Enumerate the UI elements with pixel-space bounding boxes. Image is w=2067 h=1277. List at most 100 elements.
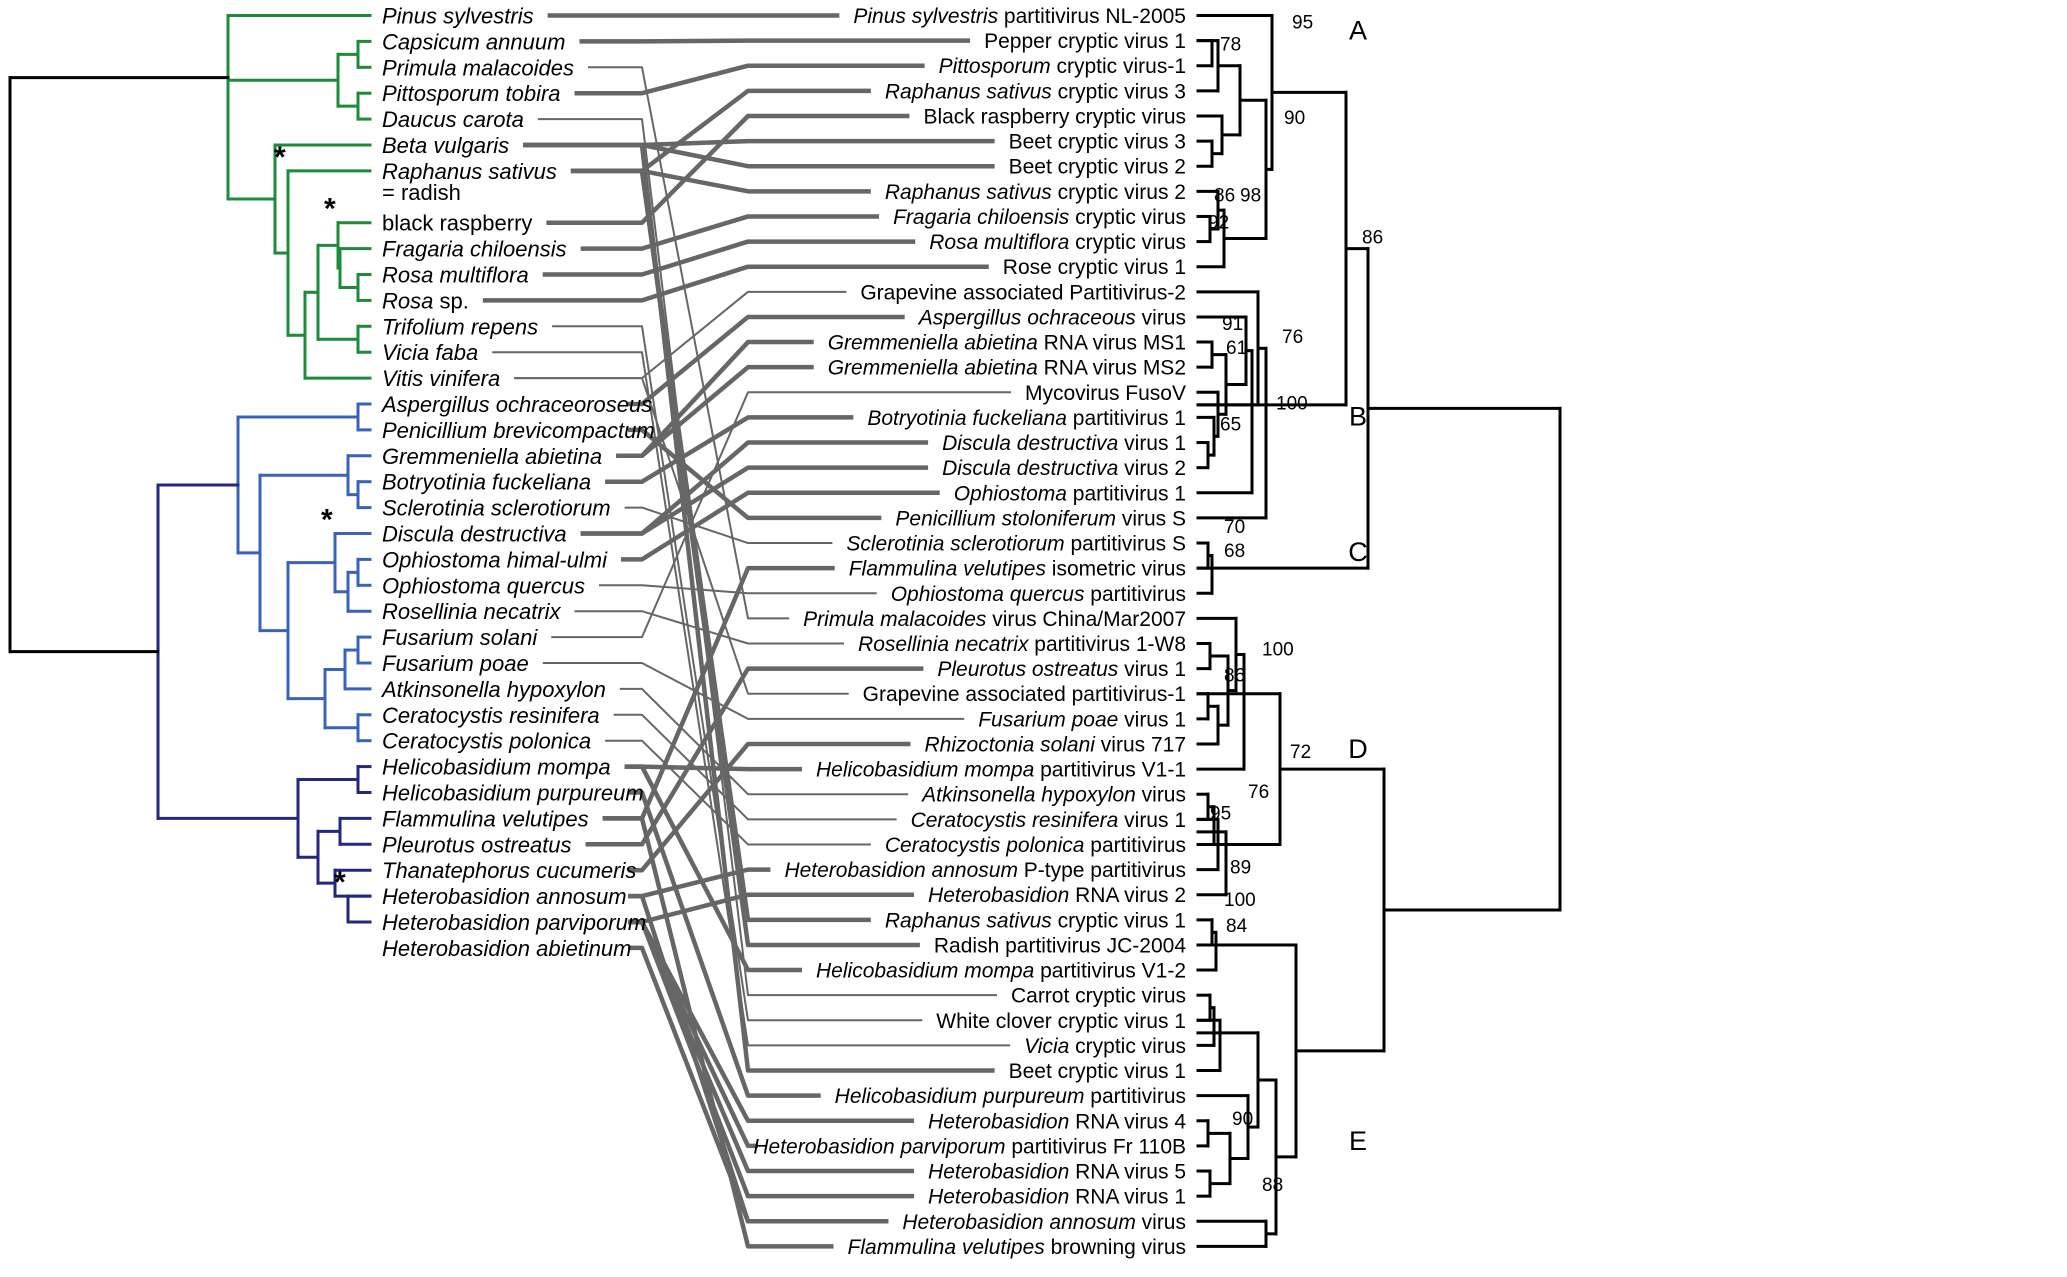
virus-label-part: Discula destructiva <box>942 457 1118 480</box>
support-value: 100 <box>1262 640 1294 661</box>
virus-label: Raphanus sativus cryptic virus 2 <box>885 181 1186 204</box>
support-value: 76 <box>1248 782 1269 803</box>
host-virus-link <box>574 63 925 96</box>
host-label-part: Ophiostoma quercus <box>382 573 585 598</box>
virus-label-part: virus <box>1136 784 1186 807</box>
virus-label-part: Mycovirus FusoV <box>1025 382 1186 405</box>
virus-label-part: Heterobasidion parviporum <box>753 1135 1005 1158</box>
host-label-part: Rosa <box>382 288 433 313</box>
host-label: Rosa sp. <box>382 288 469 313</box>
virus-label: White clover cryptic virus 1 <box>936 1010 1186 1033</box>
host-label: Atkinsonella hypoxylon <box>380 677 606 702</box>
virus-label: Pleurotus ostreatus virus 1 <box>937 658 1186 681</box>
host-label: Helicobasidium purpureum <box>382 781 644 806</box>
virus-label-part: Pleurotus ostreatus <box>937 658 1118 681</box>
host-label: Heterobasidion annosum <box>382 884 627 909</box>
virus-label-part: partitivirus Fr 110B <box>1006 1135 1187 1158</box>
support-value: 100 <box>1224 890 1256 911</box>
host-label-part: Helicobasidium purpureum <box>382 781 644 806</box>
host-label: Ceratocystis polonica <box>382 729 591 754</box>
virus-label-part: Heterobasidion <box>928 1186 1069 1209</box>
host-virus-link <box>628 427 882 521</box>
support-value: 65 <box>1220 415 1241 436</box>
host-label: Rosellinia necatrix <box>382 599 562 624</box>
virus-label-part: Ceratocystis resinifera <box>911 809 1119 832</box>
virus-label-part: Beet cryptic virus 3 <box>1009 131 1186 154</box>
host-label: Penicillium brevicompactum <box>382 418 655 443</box>
virus-label-part: Flammulina velutipes <box>848 1236 1046 1259</box>
host-label: Vitis vinifera <box>382 366 500 391</box>
virus-label-part: Ophiostoma quercus <box>891 583 1085 606</box>
host-label-part: Daucus carota <box>382 107 524 132</box>
virus-label-part: Rose cryptic virus 1 <box>1003 256 1186 279</box>
host-label-part: Capsicum annuum <box>382 29 565 54</box>
virus-label-part: Rosa multiflora <box>929 231 1069 254</box>
virus-label: Ophiostoma quercus partitivirus <box>891 583 1186 606</box>
host-virus-link <box>605 739 871 846</box>
virus-label-part: Helicobasidium mompa <box>816 960 1034 983</box>
host-label: Vicia faba <box>382 340 478 365</box>
host-label-part: Atkinsonella hypoxylon <box>380 677 606 702</box>
virus-label: Rose cryptic virus 1 <box>1003 256 1186 279</box>
host-label-part: Pinus sylvestris <box>382 4 534 29</box>
host-label: Primula malacoides <box>382 55 574 80</box>
virus-label-part: partitivirus 1-W8 <box>1028 633 1186 656</box>
virus-label: Discula destructiva virus 1 <box>942 432 1186 455</box>
host-label: Trifolium repens <box>382 314 538 339</box>
virus-label-part: partitivirus <box>1084 583 1186 606</box>
virus-label-part: Heterobasidion <box>928 1110 1069 1133</box>
host-label-part: Pleurotus ostreatus <box>382 832 572 857</box>
host-label-extra: = radish <box>382 180 461 205</box>
host-virus-link <box>552 325 923 1022</box>
virus-label-part: Black raspberry cryptic virus <box>923 105 1186 128</box>
host-label: Flammulina velutipes <box>382 806 589 831</box>
host-virus-link <box>624 764 803 772</box>
host-label: Discula destructiva <box>382 522 567 547</box>
host-label-part: Aspergillus ochraceoroseus <box>380 392 652 417</box>
clade-label: C <box>1348 537 1368 567</box>
host-label-part: Ophiostoma himal-ulmi <box>382 547 608 572</box>
virus-label: Botryotinia fuckeliana partitivirus 1 <box>867 407 1186 430</box>
support-value: 92 <box>1208 212 1229 233</box>
host-virus-link <box>605 415 854 484</box>
virus-label: Helicobasidium mompa partitivirus V1-1 <box>816 759 1186 782</box>
virus-label-part: Grapevine associated Partitivirus-2 <box>860 281 1186 304</box>
virus-label-part: Heterobasidion annosum <box>784 859 1017 882</box>
support-value: 95 <box>1210 803 1231 824</box>
host-virus-link <box>574 610 845 645</box>
virus-label: Heterobasidion RNA virus 4 <box>928 1110 1186 1133</box>
host-label-part: Flammulina velutipes <box>382 806 589 831</box>
virus-label: Flammulina velutipes isometric virus <box>849 558 1186 581</box>
host-label-part: Beta vulgaris <box>382 133 509 158</box>
host-virus-link <box>514 377 849 695</box>
asterisk-mark: * <box>321 504 333 537</box>
virus-label-part: RNA virus MS1 <box>1038 332 1186 355</box>
support-value: 86 <box>1362 228 1383 249</box>
host-virus-link <box>482 264 989 303</box>
virus-label-part: cryptic virus 2 <box>1052 181 1186 204</box>
virus-label-part: Discula destructiva <box>942 432 1118 455</box>
virus-label: Primula malacoides virus China/Mar2007 <box>803 608 1186 631</box>
host-virus-link <box>580 214 880 251</box>
host-label: Botryotinia fuckeliana <box>382 470 591 495</box>
virus-label: Atkinsonella hypoxylon virus <box>920 784 1186 807</box>
host-virus-link <box>628 945 889 1224</box>
virus-label-part: Pepper cryptic virus 1 <box>984 30 1186 53</box>
virus-label-part: cryptic virus 1 <box>1052 909 1186 932</box>
host-label-part: Vicia faba <box>382 340 478 365</box>
host-label-part: Fusarium poae <box>382 651 529 676</box>
host-virus-link <box>570 168 871 194</box>
virus-label-part: Pinus sylvestris <box>853 5 998 28</box>
host-virus-link <box>628 919 915 1199</box>
virus-label: Helicobasidium mompa partitivirus V1-2 <box>816 960 1186 983</box>
support-value: 100 <box>1276 393 1308 414</box>
virus-label-part: Atkinsonella hypoxylon <box>920 784 1136 807</box>
virus-label-part: Vicia <box>1024 1035 1069 1058</box>
host-label: Sclerotinia sclerotiorum <box>382 496 611 521</box>
host-label-part: Ceratocystis polonica <box>382 729 591 754</box>
virus-label-part: partitivirus 1 <box>1067 482 1186 505</box>
virus-label-part: cryptic virus <box>1069 1035 1186 1058</box>
host-virus-link <box>587 66 790 620</box>
host-virus-links <box>482 13 1011 1249</box>
virus-label: Beet cryptic virus 2 <box>1009 156 1186 179</box>
